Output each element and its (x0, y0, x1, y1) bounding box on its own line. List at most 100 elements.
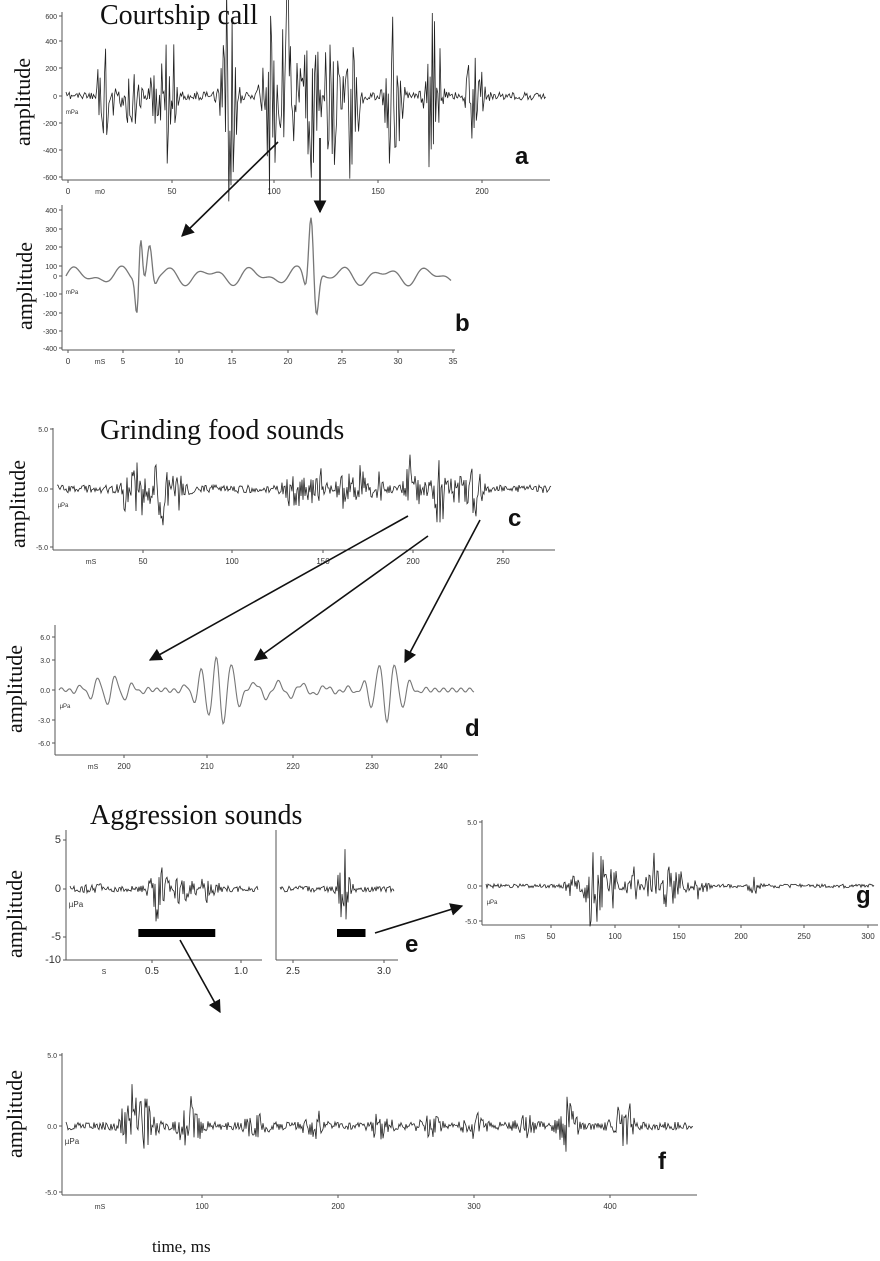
xtick-label-b-2: 10 (175, 357, 184, 366)
xtick-label-d-4: 240 (434, 762, 448, 771)
plot-g: 5.0 0.0 -5.0 50 100 150 200 250 300 µPa mS (465, 820, 878, 941)
plot-e_right: 2.5 3.0 (275, 830, 398, 977)
ytick-label-d-2: 0.0 (40, 688, 50, 695)
panel-label-e: e (405, 931, 419, 958)
waveform-e_left (69, 867, 259, 922)
ytick-label-f-1: 0.0 (47, 1124, 57, 1131)
ytick-label-b-2: 200 (45, 245, 57, 252)
xtick-label-g-2: 150 (672, 932, 686, 941)
xtick-label-c-0: 50 (139, 557, 148, 566)
xtick-label-d-1: 210 (200, 762, 214, 771)
xtick-label-a-0: 0 (66, 187, 71, 196)
xtick-label-g-0: 50 (547, 932, 556, 941)
ytick-label-g-0: 5.0 (467, 820, 477, 827)
ytick-label-a-0: 600 (45, 14, 57, 21)
ytick-label-b-5: -100 (43, 292, 57, 299)
ytick-label-c-2: -5.0 (36, 545, 48, 552)
waveform-a (65, 0, 546, 202)
ytick-label-a-3: 0 (53, 94, 57, 101)
xunit-b: mS (95, 359, 106, 366)
xtick-label-f-2: 300 (467, 1202, 481, 1211)
xtick-label-g-3: 200 (734, 932, 748, 941)
unit-c: µPa (58, 503, 69, 509)
ytick-label-b-6: -200 (43, 311, 57, 318)
unit-e_left: µPa (69, 900, 84, 909)
arrow-a-to-b-1 (181, 141, 279, 237)
ytick-label-f-0: 5.0 (47, 1053, 57, 1060)
xtick-label-e_left-1: 1.0 (234, 966, 248, 977)
arrow-e-to-g (374, 903, 464, 934)
xtick-label-g-4: 250 (797, 932, 811, 941)
ytick-label-b-0: 400 (45, 208, 57, 215)
waveform-b (65, 217, 452, 316)
unit-a: mPa (66, 110, 79, 116)
arrow-c-to-d-2 (253, 535, 429, 661)
ytick-label-a-2: 200 (45, 66, 57, 73)
unit-d: µPa (60, 704, 71, 710)
xtick-label-e_right-1: 3.0 (377, 966, 391, 977)
ytick-label-a-5: -400 (43, 148, 57, 155)
arrow-c-to-d-1 (148, 515, 409, 661)
arrow-e-to-f (179, 939, 221, 1014)
unit-f: µPa (65, 1137, 80, 1146)
xtick-label-b-5: 25 (338, 357, 347, 366)
panel-label-f: f (658, 1148, 666, 1175)
waveform-c (56, 454, 552, 526)
panel-label-c: c (508, 505, 522, 532)
time-bar-e_left (138, 929, 216, 937)
courtship-title: Courtship call (100, 0, 258, 31)
ytick-label-e_left-3: -10 (45, 954, 61, 966)
waveform-g (485, 852, 875, 927)
unit-g: µPa (487, 900, 498, 906)
x-axis-label: time, ms (152, 1237, 211, 1256)
aggression-title: Aggression sounds (90, 800, 303, 831)
ytick-label-d-1: 3.0 (40, 658, 50, 665)
xtick-label-b-1: 5 (121, 357, 126, 366)
xtick-label-b-3: 15 (228, 357, 237, 366)
xtick-label-b-6: 30 (394, 357, 403, 366)
xunit-g: mS (515, 934, 526, 941)
xunit-e_left: S (102, 969, 107, 976)
plot-f: 5.0 0.0 -5.0 100 200 300 400 µPa mS (45, 1053, 697, 1211)
xtick-label-c-3: 200 (406, 557, 420, 566)
xtick-label-d-3: 230 (365, 762, 379, 771)
ytick-label-b-7: -300 (43, 329, 57, 336)
xtick-label-f-1: 200 (331, 1202, 345, 1211)
ytick-label-b-4: 0 (53, 274, 57, 281)
panel-label-g: g (856, 882, 871, 909)
xtick-label-c-1: 100 (225, 557, 239, 566)
xtick-label-b-7: 35 (449, 357, 458, 366)
xtick-label-g-1: 100 (608, 932, 622, 941)
panel-label-b: b (455, 310, 470, 337)
unit-b: mPa (66, 290, 79, 296)
ytick-label-b-3: 100 (45, 264, 57, 271)
waveform-d (58, 655, 475, 726)
xunit-c: mS (86, 559, 97, 566)
ytick-label-g-1: 0.0 (467, 884, 477, 891)
xtick-label-b-0: 0 (66, 357, 71, 366)
ytick-label-b-8: -400 (43, 346, 57, 353)
ytick-label-c-0: 5.0 (38, 427, 48, 434)
plot-e_left: 5 0 -5 -10 0.5 1.0 µPa S (45, 830, 262, 977)
xtick-label-c-4: 250 (496, 557, 510, 566)
time-bar-e_right (337, 929, 366, 937)
ytick-label-e_left-1: 0 (55, 883, 61, 895)
xtick-label-e_right-0: 2.5 (286, 966, 300, 977)
ytick-label-c-1: 0.0 (38, 487, 48, 494)
grinding-title: Grinding food sounds (100, 415, 345, 446)
xtick-label-a-3: 150 (371, 187, 385, 196)
ytick-label-a-6: -600 (43, 175, 57, 182)
xtick-label-a-4: 200 (475, 187, 489, 196)
plot-c: 5.0 0.0 -5.0 50 100 150 200 250 µPa mS (36, 427, 555, 566)
plot-a: 600 400 200 0 -200 -400 -600 0 50 100 150 200 mPa m0 (43, 0, 550, 202)
xtick-label-e_left-0: 0.5 (145, 966, 159, 977)
xtick-label-d-2: 220 (286, 762, 300, 771)
xtick-label-d-0: 200 (117, 762, 131, 771)
xtick-label-f-0: 100 (195, 1202, 209, 1211)
xtick-label-c-2: 150 (316, 557, 330, 566)
xtick-label-a-2: 100 (267, 187, 281, 196)
xtick-label-g-5: 300 (861, 932, 875, 941)
waveform-f (65, 1084, 694, 1152)
xtick-label-f-3: 400 (603, 1202, 617, 1211)
xunit-a: m0 (95, 189, 105, 196)
